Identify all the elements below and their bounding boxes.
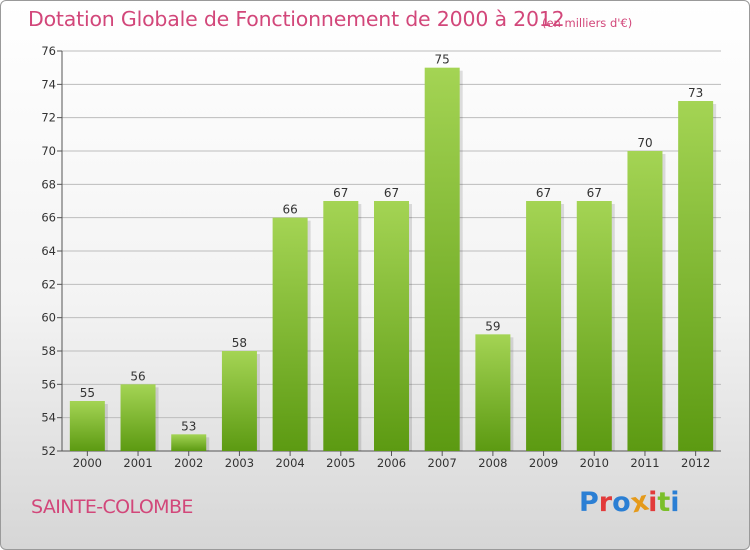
x-tick-label: 2002 [174, 456, 203, 470]
data-label: 73 [688, 86, 703, 100]
proxiti-logo: Proxiti [579, 486, 680, 520]
logo-letter: P [579, 487, 599, 518]
bar [171, 434, 207, 451]
bar [323, 201, 359, 451]
data-label: 67 [384, 186, 399, 200]
y-tick-label: 58 [41, 344, 56, 358]
logo-letter: r [598, 487, 613, 518]
x-tick-label: 2006 [377, 456, 406, 470]
logo-letter: i [648, 487, 658, 518]
x-tick-label: 2000 [73, 456, 102, 470]
chart-unit-label: (en milliers d'€) [542, 16, 633, 30]
y-tick-label: 64 [41, 244, 56, 258]
bar [576, 201, 612, 451]
data-label: 59 [485, 319, 500, 333]
data-label: 56 [130, 369, 145, 383]
bar [678, 101, 714, 451]
data-label: 67 [587, 186, 602, 200]
y-tick-label: 60 [41, 311, 56, 325]
data-label: 75 [435, 53, 450, 67]
logo-letter: i [670, 487, 680, 518]
data-label: 53 [181, 419, 196, 433]
y-tick-label: 72 [41, 111, 56, 125]
x-tick-label: 2001 [123, 456, 152, 470]
bar [526, 201, 562, 451]
y-tick-label: 66 [41, 211, 56, 225]
y-tick-label: 68 [41, 177, 56, 191]
y-tick-label: 52 [41, 444, 56, 458]
labels: 52 54 56 58 60 62 64 66 68 70 72 74 76 2000 55 2001 56 20… [41, 44, 710, 470]
y-tick-label: 62 [41, 277, 56, 291]
bar [69, 401, 105, 451]
bar [221, 351, 257, 451]
x-tick-label: 2005 [326, 456, 355, 470]
data-label: 70 [637, 136, 652, 150]
y-tick-label: 76 [41, 44, 56, 58]
x-tick-label: 2012 [681, 456, 710, 470]
bar [374, 201, 409, 451]
x-tick-label: 2008 [478, 456, 507, 470]
y-tick-label: 74 [41, 77, 56, 91]
x-tick-label: 2004 [275, 456, 304, 470]
chart-title: Dotation Globale de Fonctionnement de 20… [28, 7, 565, 31]
bar [272, 217, 308, 451]
bar [627, 151, 663, 451]
y-tick-label: 56 [41, 377, 56, 391]
bar [475, 334, 511, 451]
x-tick-label: 2007 [428, 456, 457, 470]
x-tick-label: 2010 [580, 456, 609, 470]
data-label: 58 [232, 336, 247, 350]
bar [120, 384, 156, 451]
bar [424, 67, 460, 452]
x-tick-label: 2011 [630, 456, 659, 470]
bars [69, 67, 717, 452]
logo-letter: o [612, 487, 631, 518]
data-label: 67 [333, 186, 348, 200]
x-tick-label: 2003 [225, 456, 254, 470]
data-label: 55 [80, 386, 95, 400]
data-label: 66 [282, 203, 297, 217]
x-tick-label: 2009 [529, 456, 558, 470]
y-tick-label: 54 [41, 411, 56, 425]
logo-letter: t [657, 487, 671, 518]
y-tick-label: 70 [41, 144, 56, 158]
data-label: 67 [536, 186, 551, 200]
commune-name: SAINTE-COLOMBE [31, 496, 193, 518]
